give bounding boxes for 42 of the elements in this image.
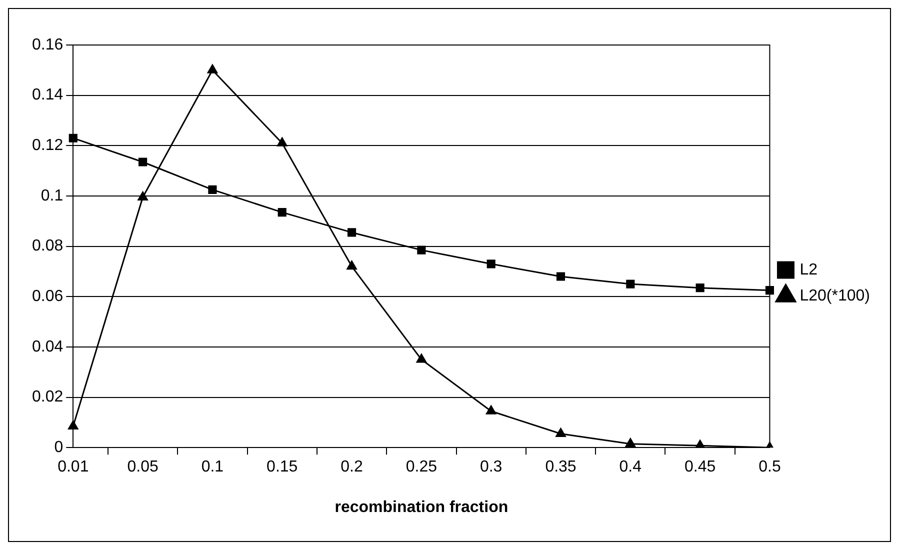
x-tick-label: 0.5 — [758, 458, 781, 476]
y-tick-label: 0.12 — [32, 137, 64, 154]
point — [625, 438, 636, 448]
x-tick-label: 0.35 — [545, 458, 576, 476]
point — [68, 420, 78, 430]
point — [138, 158, 148, 166]
point — [346, 260, 357, 270]
point — [278, 208, 286, 217]
point — [626, 280, 635, 288]
point — [694, 440, 706, 448]
x-tick-label: 0.3 — [480, 458, 502, 476]
point — [486, 260, 496, 268]
point — [486, 405, 496, 414]
y-tick-label: 0.04 — [32, 338, 64, 356]
point — [417, 246, 426, 254]
point — [277, 137, 288, 146]
x-tick-label: 0.25 — [406, 458, 438, 476]
point — [416, 354, 427, 363]
point — [208, 185, 217, 194]
point — [696, 284, 704, 292]
y-tick-label: 0 — [54, 439, 64, 456]
x-tick-label: 0.01 — [58, 458, 89, 476]
point — [138, 191, 148, 200]
point — [68, 134, 78, 142]
y-tick-label: 0.1 — [40, 187, 64, 204]
x-tick-label: 0.1 — [201, 458, 224, 476]
x-tick-label: 0.4 — [619, 458, 642, 476]
x-tick-label: 0.15 — [266, 458, 298, 476]
legend-label: L2 — [800, 261, 818, 278]
y-tick-label: 0.02 — [32, 388, 64, 406]
x-tick-label: 0.45 — [684, 458, 716, 476]
point — [556, 428, 566, 438]
point — [556, 272, 566, 281]
y-tick-label: 0.16 — [32, 36, 64, 54]
x-tick-label: 0.2 — [340, 458, 363, 476]
x-axis-title: recombination fraction — [334, 498, 508, 516]
y-tick-label: 0.08 — [32, 238, 64, 255]
point — [347, 228, 356, 237]
x-tick-label: 0.05 — [127, 458, 158, 476]
legend-label: L20(*100) — [800, 287, 870, 304]
y-tick-label: 0.14 — [32, 86, 64, 104]
y-tick-label: 0.06 — [32, 288, 64, 306]
